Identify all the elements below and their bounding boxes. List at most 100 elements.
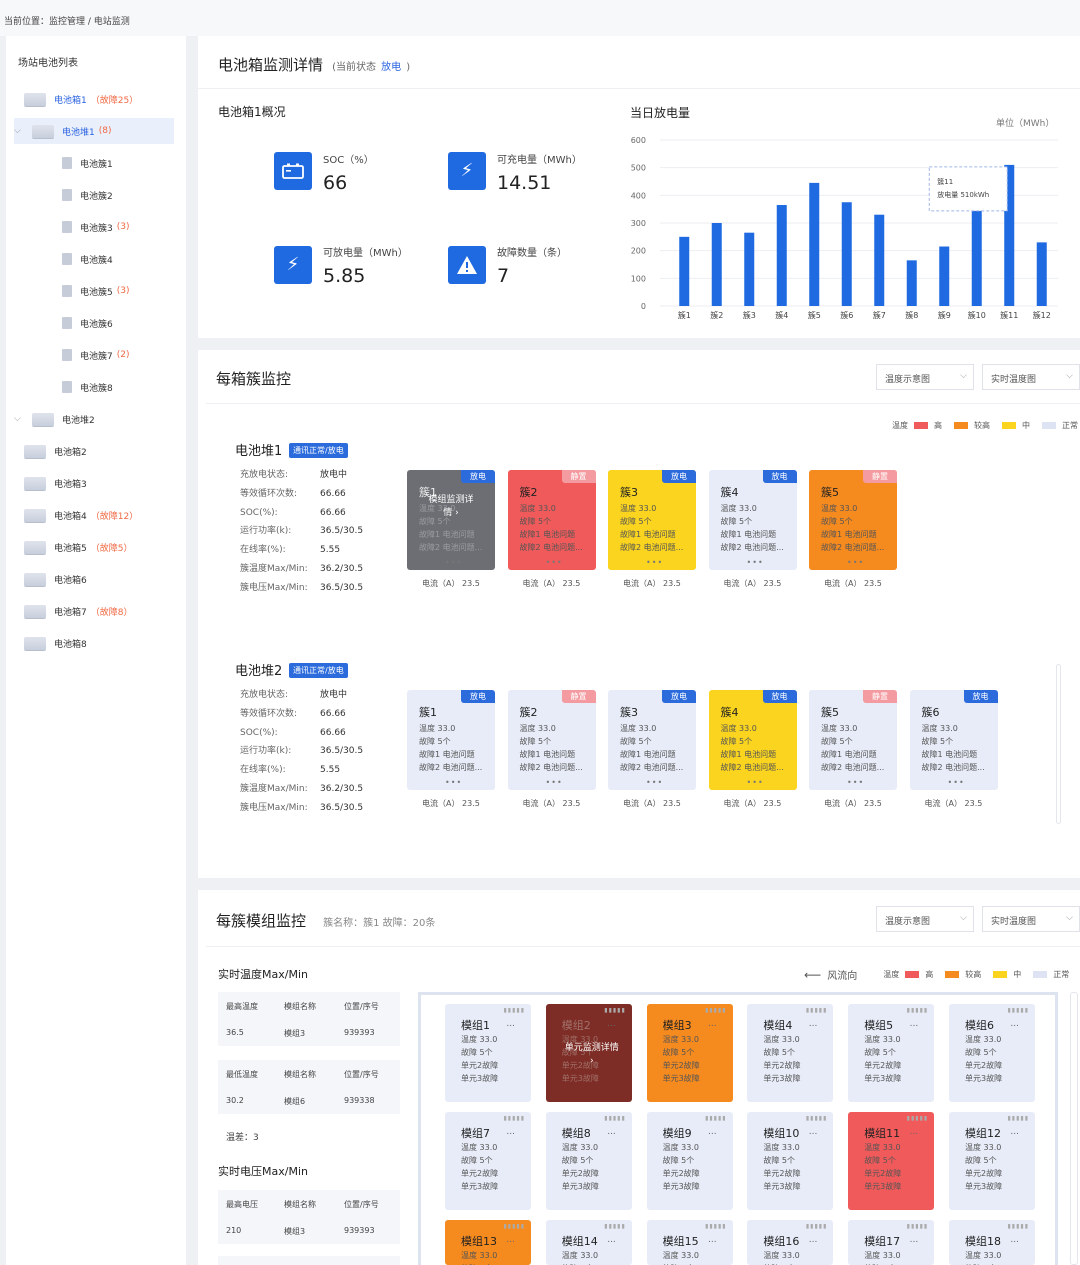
cluster-monitor-title: 每箱簇监控 [216, 370, 292, 388]
cluster-card[interactable]: 静置 簇2 温度 33.0 故障 5个 故障1 电池问题 故障2 电池问题... ••• [507, 690, 596, 790]
sidebar-item-10[interactable]: 电池簇8 [62, 374, 172, 400]
chevron-down-icon[interactable]: ⌵ [14, 126, 21, 136]
cluster-detail-line: 故障2 电池问题... [921, 763, 985, 772]
module-card[interactable]: ▮▮▮▮▮ 模组2... 温度 33.0 故障 5个 单元2故障 单元3故障 单元监测详情 … [545, 1004, 632, 1102]
module-detail-line: 温度 33.0 [662, 1035, 699, 1044]
realtime-temp-select[interactable]: 实时温度图 ⌵ [982, 364, 1080, 390]
module-card[interactable]: ▮▮▮▮▮ 模组8... 温度 33.0 故障 5个 单元2故障 单元3故障 [545, 1112, 632, 1210]
module-card[interactable]: ▮▮▮▮▮ 模组3... 温度 33.0 故障 5个 单元2故障 单元3故障 [646, 1004, 733, 1102]
module-card[interactable]: ▮▮▮▮▮ 模组10... 温度 33.0 故障 5个 单元2故障 单元3故障 [747, 1112, 834, 1210]
sidebar-item-8[interactable]: 电池簇6 [62, 310, 172, 336]
temp-schematic-select[interactable]: 温度示意图 ⌵ [876, 364, 974, 390]
legend-label-higher: 较高 [965, 970, 982, 979]
more-options-icon[interactable]: ... [1010, 1127, 1019, 1137]
sidebar-title: 场站电池列表 [18, 58, 78, 69]
module-card[interactable]: ▮▮▮▮▮ 模组4... 温度 33.0 故障 5个 单元2故障 单元3故障 [747, 1004, 834, 1102]
chevron-down-icon[interactable]: ⌵ [14, 414, 21, 424]
more-options-icon[interactable]: ... [506, 1019, 515, 1029]
more-options-icon[interactable]: ... [909, 1019, 919, 1029]
more-options-icon[interactable]: ... [909, 1127, 919, 1137]
more-options-icon[interactable]: ... [808, 1127, 818, 1137]
battery-box-icon [24, 92, 46, 106]
more-options-icon[interactable]: ... [808, 1235, 818, 1245]
bar [874, 214, 885, 306]
sidebar-item-12[interactable]: 电池箱2 [24, 438, 174, 464]
vent-marks: ▮▮▮▮▮ [1007, 1115, 1029, 1122]
sidebar-item-18[interactable]: 电池箱8 [24, 630, 174, 656]
cluster-card[interactable]: 静置 簇2 温度 33.0 故障 5个 故障1 电池问题 故障2 电池问题... ••• [507, 470, 596, 570]
cluster-detail-line: 故障 5个 [821, 737, 853, 746]
module-card[interactable]: ▮▮▮▮▮ 模组7... 温度 33.0 故障 5个 单元2故障 单元3故障 [445, 1112, 531, 1210]
info-value: 66.66 [320, 507, 346, 518]
table-fragment [218, 1256, 400, 1265]
more-options-icon[interactable]: ... [607, 1235, 616, 1245]
more-options-icon[interactable]: ... [506, 1235, 515, 1245]
sidebar-item-9[interactable]: 电池簇7 (2) [62, 342, 172, 368]
more-options-icon[interactable]: ... [607, 1127, 616, 1137]
module-card[interactable]: ▮▮▮▮▮ 模组12... 温度 33.0 故障 5个 单元2故障 单元3故障 [949, 1112, 1035, 1210]
module-detail-line: 单元3故障 [763, 1074, 801, 1083]
cluster-card[interactable]: 放电 簇4 温度 33.0 故障 5个 故障1 电池问题 故障2 电池问题... ••• [708, 690, 797, 790]
temp-diff: 温差：3 [226, 1133, 259, 1143]
sidebar-item-14[interactable]: 电池箱4 （故障12） [24, 502, 174, 528]
more-options-icon[interactable]: ... [506, 1127, 515, 1137]
cluster-card[interactable]: 放电 簇1 温度 33.0 故障 5个 故障1 电池问题 故障2 电池问题... ••• 模组… [407, 470, 495, 570]
cluster-card[interactable]: 静置 簇5 温度 33.0 故障 5个 故障1 电池问题 故障2 电池问题... ••• [809, 690, 897, 790]
more-options-icon[interactable]: ... [708, 1235, 717, 1245]
sidebar-item-6[interactable]: 电池簇4 [62, 246, 172, 272]
sidebar-item-5[interactable]: 电池簇3 (3) [62, 214, 172, 240]
cluster-card[interactable]: 放电 簇3 温度 33.0 故障 5个 故障1 电池问题 故障2 电池问题... ••• [608, 690, 696, 790]
module-card[interactable]: ▮▮▮▮▮ 模组11... 温度 33.0 故障 5个 单元2故障 单元3故障 [848, 1112, 935, 1210]
sidebar-item-17[interactable]: 电池箱7 （故障8） [24, 598, 174, 624]
more-options-icon[interactable]: ... [607, 1019, 616, 1029]
cluster-card[interactable]: 放电 簇6 温度 33.0 故障 5个 故障1 电池问题 故障2 电池问题... ••• [909, 690, 998, 790]
module-temp-schematic-select[interactable]: 温度示意图 ⌵ [876, 906, 974, 932]
sidebar-item-13[interactable]: 电池箱3 [24, 470, 174, 496]
module-card[interactable]: ▮▮▮▮▮ 模组6... 温度 33.0 故障 5个 单元2故障 单元3故障 [949, 1004, 1035, 1102]
cluster-card[interactable]: 放电 簇1 温度 33.0 故障 5个 故障1 电池问题 故障2 电池问题... ••• [407, 690, 495, 790]
sidebar-item-7[interactable]: 电池簇5 (3) [62, 278, 172, 304]
module-card[interactable]: ▮▮▮▮▮ 模组1... 温度 33.0 故障 5个 单元2故障 单元3故障 [445, 1004, 531, 1102]
sidebar-item-16[interactable]: 电池箱6 [24, 566, 174, 592]
sidebar-item-1[interactable]: 电池箱1 （故障25） [24, 86, 174, 112]
sidebar-item-fault-count: （故障5） [90, 543, 133, 554]
more-options-icon[interactable]: ... [909, 1235, 919, 1245]
more-options-icon[interactable]: ... [708, 1019, 717, 1029]
sidebar-item-4[interactable]: 电池簇2 [62, 182, 172, 208]
battery-cluster-icon [62, 381, 72, 393]
legend-title: 温度 [892, 421, 908, 430]
sidebar-item-2[interactable]: ⌵ 电池堆1 (8) [14, 118, 174, 144]
more-options-icon[interactable]: ... [1010, 1235, 1019, 1245]
module-card[interactable]: ▮▮▮▮▮ 模组9... 温度 33.0 故障 5个 单元2故障 单元3故障 [646, 1112, 733, 1210]
module-name: 模组16 [763, 1235, 800, 1248]
battery-box-icon [24, 604, 46, 618]
module-detail-line: 单元2故障 [561, 1169, 599, 1178]
y-tick-label: 200 [631, 247, 646, 256]
sidebar-item-3[interactable]: 电池簇1 [62, 150, 172, 176]
sidebar-item-11[interactable]: ⌵ 电池堆2 [14, 406, 174, 432]
bar [971, 206, 982, 306]
legend-swatch-normal [1042, 422, 1056, 429]
module-realtime-temp-select[interactable]: 实时温度图 ⌵ [982, 906, 1080, 932]
module-card[interactable]: ▮▮▮▮▮ 模组5... 温度 33.0 故障 5个 单元2故障 单元3故障 [848, 1004, 935, 1102]
scrollbar[interactable] [1056, 664, 1061, 824]
cluster-card[interactable]: 放电 簇3 温度 33.0 故障 5个 故障1 电池问题 故障2 电池问题... ••• [608, 470, 696, 570]
cluster-card[interactable]: 放电 簇4 温度 33.0 故障 5个 故障1 电池问题 故障2 电池问题... ••• [708, 470, 797, 570]
cluster-detail-overlay[interactable]: 模组监测详情 › [427, 494, 475, 520]
cluster-card[interactable]: 静置 簇5 温度 33.0 故障 5个 故障1 电池问题 故障2 电池问题... ••• [809, 470, 897, 570]
more-options-icon[interactable]: ... [1010, 1019, 1019, 1029]
module-name: 模组6 [965, 1019, 994, 1032]
more-options-icon[interactable]: ... [808, 1019, 818, 1029]
module-detail-overlay[interactable]: 单元监测详情 › [562, 1042, 622, 1068]
more-options-icon[interactable]: ... [708, 1127, 717, 1137]
scrollbar[interactable] [1070, 992, 1078, 1265]
cluster-detail-line: 温度 33.0 [419, 504, 456, 513]
info-key: 充放电状态: [240, 470, 289, 480]
sidebar-item-15[interactable]: 电池箱5 （故障5） [24, 534, 174, 560]
